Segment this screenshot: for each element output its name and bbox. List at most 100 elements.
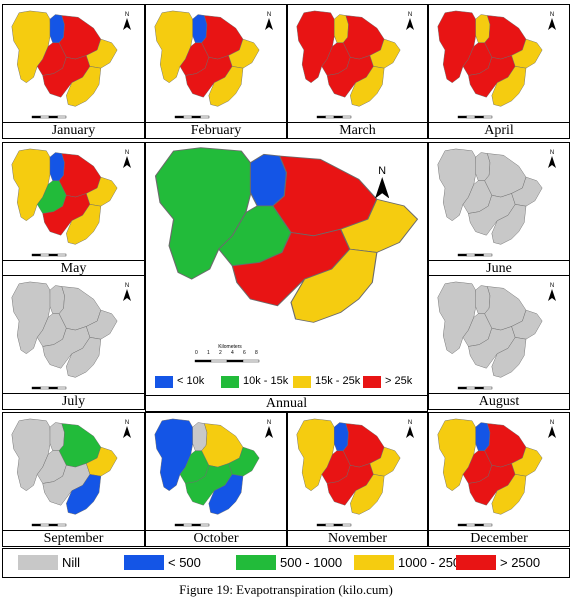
north-arrow-icon: N — [123, 420, 131, 440]
mar-map — [296, 10, 401, 107]
annual-scale-tick: 4 — [231, 350, 234, 356]
aug-map — [437, 281, 543, 378]
aug-zone-7 — [491, 337, 527, 378]
jun-map — [437, 148, 543, 245]
may-zone-7 — [66, 204, 102, 245]
legend-swatch-mid — [236, 555, 276, 570]
annual-scale-tick: 8 — [255, 350, 258, 356]
annual-legend-swatch — [221, 376, 239, 388]
mar-label-cell — [287, 122, 428, 139]
north-arrow-icon: N — [265, 420, 273, 440]
annual-legend-label: 15k - 25k — [315, 375, 361, 387]
jan-label: January — [51, 123, 96, 138]
north-arrow-icon: N — [548, 12, 556, 32]
scale-bar — [457, 386, 493, 390]
scale-bar — [457, 253, 493, 257]
north-arrow-icon: N — [406, 12, 414, 32]
north-arrow-icon: N — [265, 12, 273, 32]
annual-legend-swatch — [293, 376, 311, 388]
legend-swatch-high — [354, 555, 394, 570]
nov-map — [296, 418, 401, 515]
north-arrow-icon: N — [548, 420, 556, 440]
jan-zone-7 — [66, 66, 102, 107]
annual-label: Annual — [265, 396, 308, 411]
may-map — [11, 148, 118, 245]
annual-scale-tick: 2 — [219, 350, 222, 356]
nov-label-cell — [287, 530, 428, 547]
legend-swatch-nill — [18, 555, 58, 570]
feb-label-cell — [145, 122, 287, 139]
north-arrow-icon: N — [375, 166, 390, 200]
annual-legend-label: 10k - 15k — [243, 375, 289, 387]
north-arrow-icon: N — [123, 150, 131, 170]
annual-scale-tick: 6 — [243, 350, 246, 356]
sep-label: September — [43, 531, 104, 546]
scale-bar — [31, 115, 67, 119]
annual-legend-swatch — [155, 376, 173, 388]
annual-map — [154, 147, 419, 323]
oct-label-cell — [145, 530, 287, 547]
mar-label: March — [339, 123, 376, 138]
sep-zone-7 — [66, 474, 102, 515]
dec-map — [437, 418, 543, 515]
annual-legend-swatch — [363, 376, 381, 388]
sep-map — [11, 418, 118, 515]
scale-bar — [31, 253, 67, 257]
scale-bar — [316, 523, 352, 527]
scale-bar — [457, 523, 493, 527]
feb-zone-7 — [208, 66, 244, 107]
apr-label-cell — [428, 122, 570, 139]
nov-label: November — [327, 531, 388, 546]
aug-label-cell — [428, 393, 570, 410]
north-arrow-icon: N — [548, 150, 556, 170]
annual-scale-tick: 1 — [207, 350, 210, 356]
north-arrow-icon: N — [548, 283, 556, 303]
annual-scale: Kilometers 0 1 2 4 6 8 — [195, 344, 265, 356]
jul-label-cell — [2, 393, 145, 410]
scale-bar — [457, 115, 493, 119]
apr-map — [437, 10, 543, 107]
sep-label-cell — [2, 530, 145, 547]
jul-zone-7 — [66, 337, 102, 378]
oct-label: October — [193, 531, 239, 546]
figure-caption: Figure 19: Evapotranspiration (kilo.cum) — [179, 582, 393, 597]
apr-zone-7 — [491, 66, 527, 107]
scale-bar — [174, 523, 210, 527]
legend-label-top: > 2500 — [500, 555, 541, 570]
annual-legend-label: > 25k — [385, 375, 413, 387]
nov-zone-7 — [350, 474, 385, 515]
aug-label: August — [478, 394, 520, 409]
legend-swatch-low — [124, 555, 164, 570]
oct-map — [154, 418, 260, 515]
legend-label-mid: 500 - 1000 — [280, 555, 343, 570]
scale-bar — [31, 523, 67, 527]
legend-label-low: < 500 — [168, 555, 201, 570]
annual-scale-tick: 0 — [195, 350, 198, 356]
apr-label: April — [484, 123, 514, 138]
north-arrow-icon: N — [123, 12, 131, 32]
oct-zone-7 — [208, 474, 244, 515]
annual-label-cell — [145, 395, 428, 412]
scale-bar — [174, 115, 210, 119]
jan-map — [11, 10, 118, 107]
scale-bar — [316, 115, 352, 119]
feb-label: February — [190, 123, 242, 138]
dec-zone-7 — [491, 474, 527, 515]
annual-scale-title: Kilometers — [218, 344, 242, 350]
dec-label: December — [470, 531, 528, 546]
legend-label-high: 1000 - 2500 — [398, 555, 468, 570]
feb-map — [154, 10, 260, 107]
jul-label: July — [61, 394, 86, 409]
jun-label: June — [486, 261, 512, 276]
scale-bar — [194, 359, 260, 363]
jun-zone-7 — [491, 204, 527, 245]
may-label: May — [60, 261, 87, 276]
north-arrow-icon: N — [406, 420, 414, 440]
jul-map — [11, 281, 118, 378]
annual-zone-7 — [290, 248, 378, 323]
jan-label-cell — [2, 122, 145, 139]
legend-label-nill: Nill — [62, 555, 81, 570]
dec-label-cell — [428, 530, 570, 547]
scale-bar — [31, 386, 67, 390]
annual-legend-label: < 10k — [177, 375, 205, 387]
